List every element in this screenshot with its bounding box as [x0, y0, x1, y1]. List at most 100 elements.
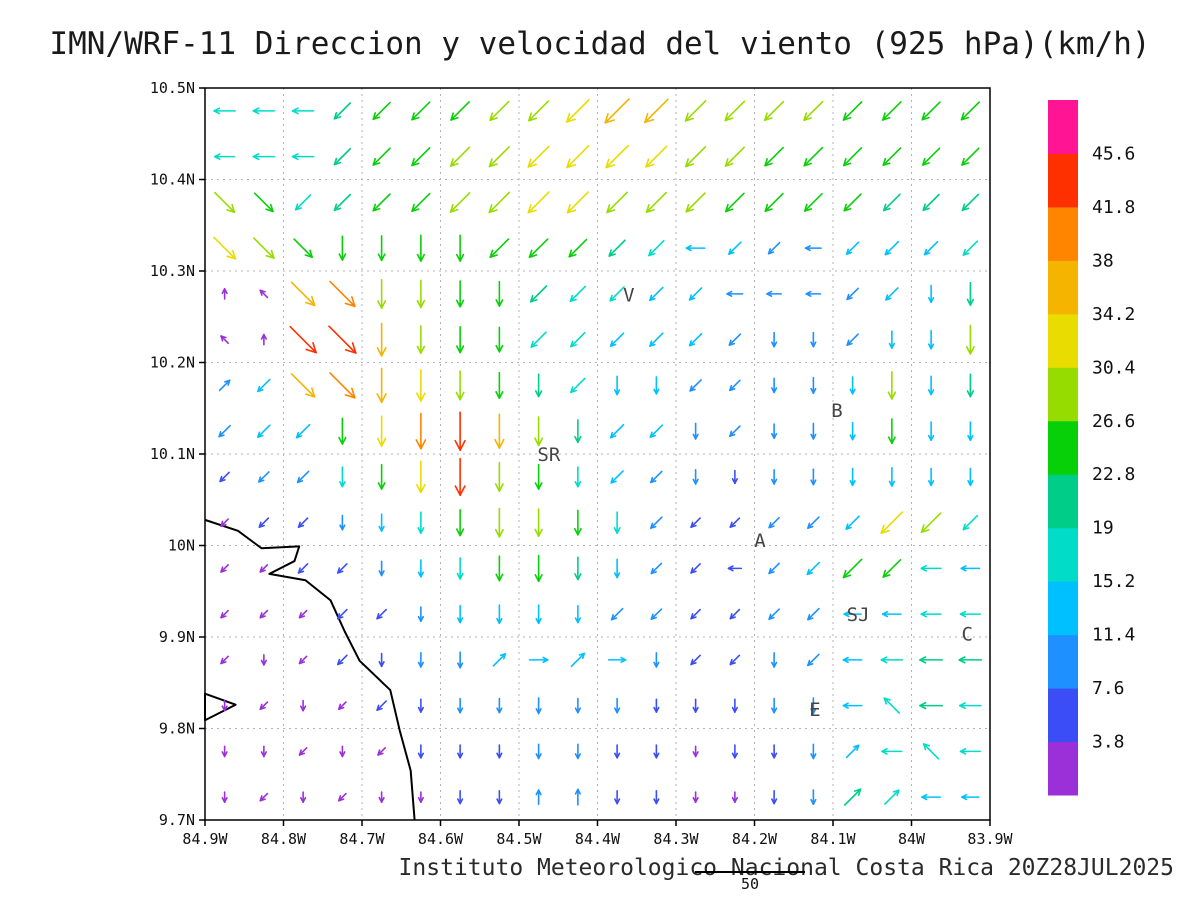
wind-arrow	[881, 610, 902, 618]
wind-arrow	[253, 237, 275, 259]
wind-arrow	[688, 287, 703, 301]
wind-arrow	[967, 421, 974, 442]
wind-arrow	[534, 373, 543, 398]
wind-arrow	[843, 193, 862, 212]
wind-arrow	[417, 698, 424, 713]
wind-arrow	[496, 697, 503, 714]
wind-arrow	[529, 285, 548, 303]
wind-arrow	[885, 287, 899, 301]
wind-arrow	[842, 702, 863, 709]
wind-arrow	[333, 193, 352, 212]
wind-arrow	[457, 604, 464, 624]
wind-arrow	[653, 376, 660, 395]
colorbar-segment	[1048, 367, 1078, 422]
wind-arrow	[294, 194, 312, 211]
wind-arrow	[259, 564, 269, 573]
wind-arrow	[417, 791, 424, 803]
wind-arrow	[253, 192, 274, 213]
wind-arrow	[496, 604, 503, 625]
wind-arrow	[416, 325, 426, 354]
wind-arrow	[729, 654, 741, 666]
wind-arrow	[764, 100, 785, 121]
wind-arrow	[728, 333, 742, 346]
wind-arrow	[569, 285, 587, 303]
wind-arrow	[574, 743, 581, 760]
colorbar-label: 3.8	[1092, 732, 1125, 753]
wind-arrow	[291, 153, 315, 161]
wind-arrow	[260, 654, 267, 666]
wind-arrow	[919, 701, 944, 710]
wind-arrow	[296, 470, 310, 484]
wind-arrow	[882, 558, 902, 578]
reference-vector-label: 50	[695, 871, 805, 893]
wind-arrow	[608, 239, 626, 257]
wind-arrow	[726, 290, 744, 297]
wind-arrow	[337, 654, 348, 666]
wind-arrow	[609, 286, 625, 302]
wind-arrow	[609, 332, 625, 347]
wind-arrow	[456, 508, 465, 537]
wind-arrow	[880, 656, 904, 664]
wind-arrow	[921, 147, 941, 166]
colorbar-label: 30.4	[1092, 357, 1135, 378]
colorbar-segment	[1048, 688, 1078, 743]
wind-arrow	[685, 244, 706, 252]
wind-arrow	[329, 280, 356, 308]
wind-arrow	[218, 379, 231, 392]
wind-arrow	[688, 332, 703, 347]
wind-arrow	[259, 289, 269, 299]
wind-arrow	[729, 379, 741, 392]
wind-arrow	[803, 146, 824, 167]
x-tick-label: 84.4W	[575, 830, 621, 848]
wind-arrow	[728, 241, 742, 255]
wind-arrow	[771, 744, 778, 759]
colorbar-segment	[1048, 260, 1078, 315]
wind-arrow	[219, 471, 230, 483]
wind-arrow	[692, 422, 699, 440]
wind-arrow	[457, 789, 464, 805]
wind-arrow	[455, 370, 465, 401]
colorbar-segment	[1048, 741, 1078, 796]
wind-arrow	[961, 147, 980, 166]
station-label: A	[754, 530, 766, 552]
wind-arrow	[649, 424, 664, 438]
wind-arrow	[258, 471, 270, 483]
colorbar-label: 22.8	[1092, 464, 1135, 485]
wind-arrow	[495, 555, 504, 582]
x-tick-label: 83.9W	[967, 830, 1013, 848]
wind-arrow	[767, 241, 781, 255]
wind-arrow	[417, 744, 424, 759]
wind-arrow	[810, 697, 817, 715]
wind-arrow	[527, 145, 550, 168]
wind-arrow	[457, 697, 464, 714]
wind-arrow	[650, 470, 663, 484]
wind-arrow	[690, 563, 701, 574]
wind-arrow	[966, 281, 975, 306]
wind-arrow	[649, 332, 664, 347]
wind-arrow	[289, 325, 317, 354]
wind-arrow	[378, 513, 385, 532]
wind-arrow	[494, 461, 504, 492]
wind-arrow	[259, 609, 269, 619]
wind-arrow	[810, 376, 817, 394]
wind-arrow	[417, 559, 424, 578]
wind-arrow	[653, 789, 660, 805]
wind-arrow	[966, 373, 975, 398]
wind-arrow	[339, 745, 346, 758]
wind-arrow	[300, 791, 307, 803]
wind-arrow	[450, 100, 471, 121]
wind-arrow	[333, 102, 352, 120]
wind-arrow	[842, 656, 863, 664]
wind-arrow	[888, 466, 896, 487]
wind-arrow	[692, 791, 699, 803]
wind-arrow	[653, 698, 660, 713]
wind-arrow	[845, 744, 860, 759]
wind-arrow	[803, 100, 824, 121]
y-tick-label: 10.1N	[150, 445, 195, 463]
wind-arrow	[922, 193, 940, 212]
wind-arrow	[378, 652, 385, 668]
wind-arrow	[803, 192, 823, 212]
wind-arrow	[337, 563, 348, 574]
wind-arrow	[692, 469, 699, 485]
wind-arrow	[449, 192, 471, 213]
